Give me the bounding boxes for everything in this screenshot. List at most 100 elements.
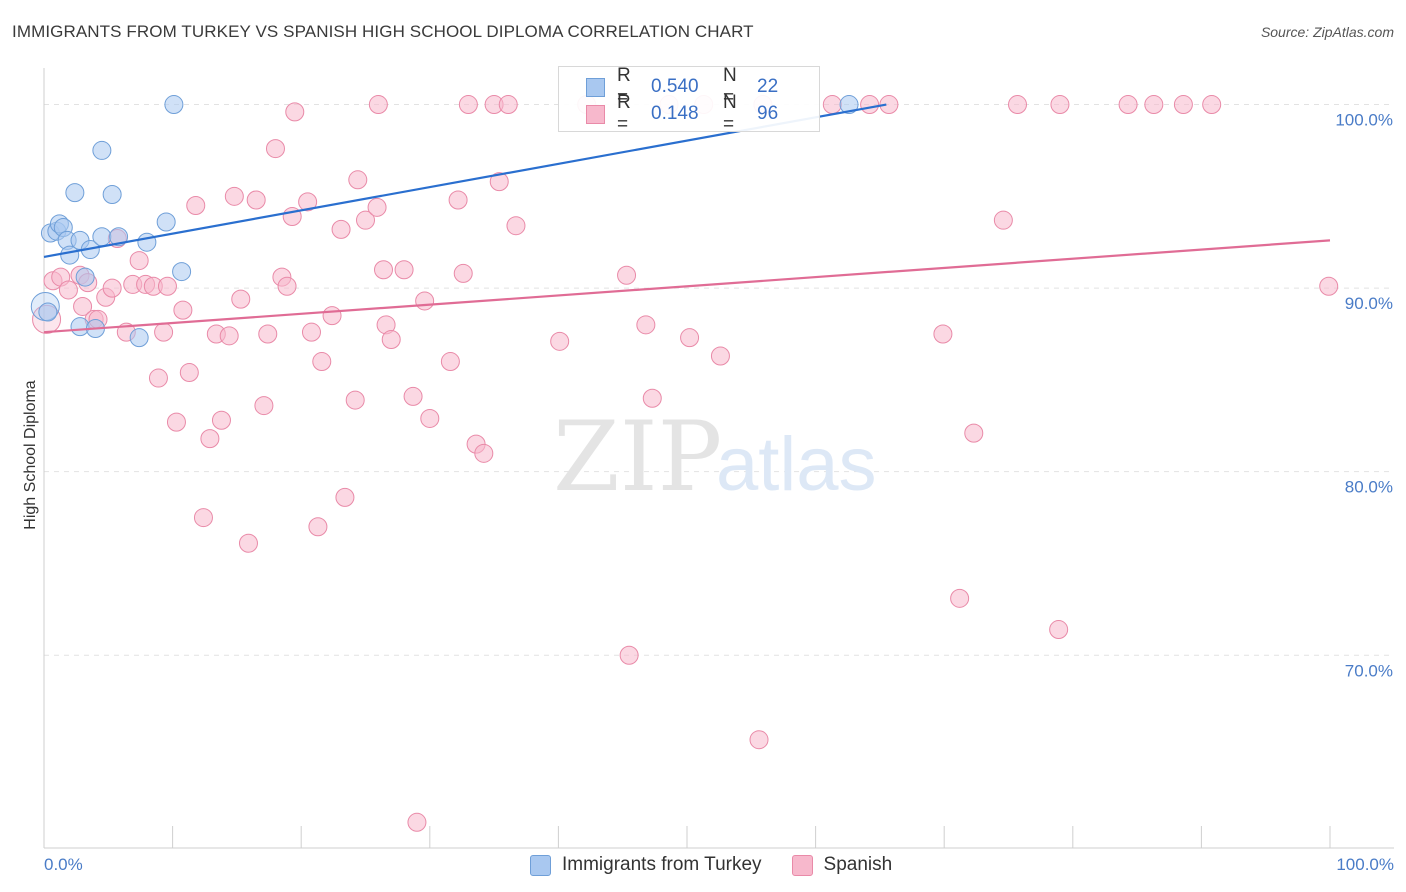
spanish-point[interactable] xyxy=(254,396,274,416)
spanish-point[interactable] xyxy=(474,443,494,463)
spanish-point[interactable] xyxy=(710,346,730,366)
spanish-point[interactable] xyxy=(157,276,177,296)
spanish-point[interactable] xyxy=(448,190,468,210)
spanish-point[interactable] xyxy=(312,352,332,372)
spanish-point[interactable] xyxy=(933,324,953,344)
spanish-point[interactable] xyxy=(285,102,305,122)
spanish-point[interactable] xyxy=(200,429,220,449)
spanish-point[interactable] xyxy=(193,508,213,528)
spanish-point[interactable] xyxy=(636,315,656,335)
spanish-point[interactable] xyxy=(224,186,244,206)
turkey-point[interactable] xyxy=(839,95,859,115)
spanish-point[interactable] xyxy=(394,260,414,280)
spanish-point[interactable] xyxy=(148,368,168,388)
trend-line-spanish xyxy=(43,239,1331,334)
legend-swatch-spanish xyxy=(586,104,605,124)
turkey-point[interactable] xyxy=(92,227,112,247)
spanish-point[interactable] xyxy=(489,172,509,192)
spanish-point[interactable] xyxy=(1118,95,1138,115)
spanish-point[interactable] xyxy=(1049,620,1069,640)
spanish-point[interactable] xyxy=(879,95,899,115)
y-tick-label-70: 70.0% xyxy=(1345,661,1393,680)
spanish-point[interactable] xyxy=(381,330,401,350)
turkey-point[interactable] xyxy=(137,232,157,252)
spanish-point[interactable] xyxy=(1050,95,1070,115)
spanish-point[interactable] xyxy=(458,95,478,115)
spanish-point[interactable] xyxy=(860,95,880,115)
turkey-point[interactable] xyxy=(102,184,122,204)
turkey-point[interactable] xyxy=(164,95,184,115)
spanish-point[interactable] xyxy=(550,331,570,351)
turkey-point[interactable] xyxy=(109,227,129,247)
legend-item-spanish[interactable]: Spanish xyxy=(791,854,892,876)
spanish-point[interactable] xyxy=(298,192,318,212)
turkey-point[interactable] xyxy=(156,212,176,232)
spanish-point[interactable] xyxy=(498,95,518,115)
spanish-point[interactable] xyxy=(1144,95,1164,115)
spanish-point[interactable] xyxy=(680,328,700,348)
spanish-point[interactable] xyxy=(749,730,769,750)
legend-n-label: N = xyxy=(723,92,737,135)
spanish-point[interactable] xyxy=(219,326,239,346)
legend-r-value: 0.540 xyxy=(651,76,699,97)
spanish-point[interactable] xyxy=(1319,276,1339,296)
spanish-point[interactable] xyxy=(301,322,321,342)
spanish-point[interactable] xyxy=(173,300,193,320)
spanish-point[interactable] xyxy=(964,423,984,443)
spanish-point[interactable] xyxy=(415,291,435,311)
spanish-point[interactable] xyxy=(642,388,662,408)
spanish-point[interactable] xyxy=(331,219,351,239)
spanish-point[interactable] xyxy=(407,812,427,832)
y-axis-title: High School Diploma xyxy=(22,380,39,530)
spanish-point[interactable] xyxy=(348,170,368,190)
spanish-point[interactable] xyxy=(368,95,388,115)
spanish-point[interactable] xyxy=(308,517,328,537)
turkey-point[interactable] xyxy=(38,302,58,322)
spanish-point[interactable] xyxy=(617,265,637,285)
spanish-point[interactable] xyxy=(246,190,266,210)
legend-item-turkey[interactable]: Immigrants from Turkey xyxy=(530,854,762,876)
turkey-point[interactable] xyxy=(75,267,95,287)
watermark-zip: ZIP xyxy=(553,401,722,513)
spanish-point[interactable] xyxy=(374,260,394,280)
turkey-point[interactable] xyxy=(129,328,149,348)
spanish-point[interactable] xyxy=(238,533,258,553)
spanish-point[interactable] xyxy=(322,306,342,326)
spanish-point[interactable] xyxy=(619,645,639,665)
turkey-point[interactable] xyxy=(172,262,192,282)
legend-label-turkey: Immigrants from Turkey xyxy=(562,854,762,875)
spanish-point[interactable] xyxy=(1202,95,1222,115)
turkey-point[interactable] xyxy=(92,140,112,160)
spanish-point[interactable] xyxy=(58,280,78,300)
spanish-point[interactable] xyxy=(231,289,251,309)
spanish-point[interactable] xyxy=(506,216,526,236)
spanish-point[interactable] xyxy=(453,263,473,283)
spanish-point[interactable] xyxy=(335,487,355,507)
spanish-point[interactable] xyxy=(179,363,199,383)
spanish-point[interactable] xyxy=(211,410,231,430)
spanish-point[interactable] xyxy=(440,352,460,372)
spanish-point[interactable] xyxy=(186,196,206,215)
spanish-point[interactable] xyxy=(356,210,375,230)
y-tick-labels: 70.0% 80.0% 90.0% 100.0% xyxy=(1335,111,1393,681)
spanish-point[interactable] xyxy=(345,390,365,410)
legend-stats: R = 0.540 N = 22 R = 0.148 N = 96 xyxy=(558,65,820,135)
spanish-point[interactable] xyxy=(166,412,186,432)
turkey-point[interactable] xyxy=(65,183,85,203)
spanish-point[interactable] xyxy=(993,210,1013,230)
spanish-point[interactable] xyxy=(403,386,423,406)
spanish-point[interactable] xyxy=(265,139,285,159)
spanish-point[interactable] xyxy=(129,251,149,271)
spanish-point[interactable] xyxy=(102,278,122,298)
spanish-point[interactable] xyxy=(258,324,278,344)
spanish-point[interactable] xyxy=(420,408,440,428)
spanish-point[interactable] xyxy=(822,95,842,115)
spanish-point[interactable] xyxy=(154,322,174,342)
spanish-point[interactable] xyxy=(1008,95,1028,115)
spanish-point[interactable] xyxy=(367,197,387,217)
spanish-point[interactable] xyxy=(950,588,970,608)
spanish-point[interactable] xyxy=(277,276,297,296)
spanish-point[interactable] xyxy=(73,296,93,316)
y-tick-label-80: 80.0% xyxy=(1345,478,1393,497)
spanish-point[interactable] xyxy=(1173,95,1193,115)
